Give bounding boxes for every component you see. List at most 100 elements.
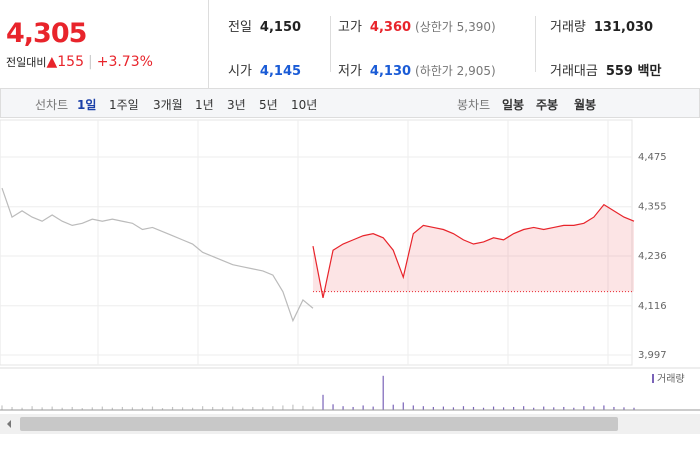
volume-bar (573, 407, 575, 410)
y-tick-label: 4,355 (638, 202, 667, 213)
volume-bar (171, 406, 174, 410)
item-label: 시가 (228, 64, 252, 79)
tab[interactable]: 10년 (291, 98, 318, 112)
volume-bar (372, 406, 374, 410)
item-value: 131,030 (593, 20, 654, 35)
volume-bar (302, 405, 304, 410)
tab[interactable]: 월봉 (574, 98, 597, 112)
volume-bar (472, 406, 475, 410)
volume-bar (553, 407, 555, 410)
tab[interactable]: 1주일 (109, 98, 139, 112)
plot-frame (0, 119, 633, 366)
price-line (312, 203, 635, 299)
volume-bar (71, 406, 73, 410)
volume-bar (11, 406, 13, 410)
volume-bar (81, 408, 83, 410)
volume-bar (633, 407, 635, 410)
volume-bar (563, 406, 565, 410)
volume-bar (111, 407, 113, 410)
tab[interactable]: 일봉 (502, 98, 525, 112)
volume-bar (181, 407, 184, 410)
volume-bar (192, 407, 194, 410)
volume-bar (292, 404, 294, 410)
item-label: 거래대금 (550, 64, 598, 79)
volume-bar (593, 406, 595, 410)
volume-bar (492, 406, 495, 410)
volume-legend: 거래량 (657, 373, 685, 385)
tab-group-label: 선차트 (35, 98, 69, 112)
item-value: 559 백만 (605, 64, 662, 79)
tab[interactable]: 1년 (195, 98, 214, 112)
volume-bar (41, 407, 43, 410)
summary: 4,305 전일대비▲155 | +3.73% 전일 4,150 고가 4,360 (상한가… (0, 0, 700, 89)
tab[interactable]: 5년 (259, 98, 278, 112)
volume-bar (31, 406, 33, 410)
tab[interactable]: 3년 (227, 98, 246, 112)
rate: +3.73% (96, 54, 153, 70)
volume-legend-icon (652, 374, 654, 383)
volume-bar (623, 407, 625, 410)
price: 4,305 (6, 18, 87, 49)
item-label: 전일 (228, 20, 252, 35)
volume-bar (61, 407, 63, 410)
volume-bar (232, 406, 234, 410)
volume-bar (322, 394, 324, 410)
price-box: 4,305 전일대비▲155 | +3.73% (0, 0, 209, 88)
volume-bar (272, 406, 274, 410)
volume-bar (222, 407, 224, 410)
volume-bar (352, 406, 354, 410)
area (312, 204, 634, 298)
volume-bar (432, 406, 434, 410)
volume-bar (513, 406, 515, 410)
volume-bar (452, 407, 455, 410)
volume-bar (482, 407, 485, 410)
summary-item: 거래량 131,030 (550, 16, 653, 35)
scroll-left (7, 420, 11, 428)
summary-item: 저가 4,130 (하한가 2,905) (338, 60, 496, 79)
volume-bar (151, 406, 154, 410)
volume-bar (362, 405, 364, 410)
volume-bar (543, 406, 545, 410)
volume-bar (332, 404, 334, 410)
volume-bar (282, 405, 284, 410)
volume-bar (91, 407, 93, 410)
volume-bar (442, 406, 444, 410)
volume-bar (121, 406, 123, 410)
volume-bar (533, 407, 535, 410)
tab[interactable]: 1일 (77, 98, 97, 112)
volume-bar (392, 404, 394, 410)
y-tick-label: 4,116 (638, 301, 667, 312)
y-tick-label: 4,475 (638, 152, 667, 163)
tab-bar: 선차트 1일 1주일 3개월 1년 3년 5년 10년 봉차트 일봉 주봉 월봉 (0, 89, 700, 118)
change-label: 전일대비 (6, 56, 47, 69)
volume-bar (523, 406, 525, 410)
volume-bar (422, 406, 424, 410)
summary-item: 전일 4,150 (228, 16, 301, 35)
item-note: (상한가 5,390) (415, 20, 496, 34)
volume-bar (402, 402, 404, 410)
volume-bar (603, 405, 605, 410)
tab[interactable]: 주봉 (536, 98, 559, 112)
tab[interactable]: 3개월 (153, 98, 183, 112)
volume-bar (252, 406, 254, 410)
volume-bar (1, 405, 3, 410)
chart: 4,475 4,355 4,236 4,116 3,997 거래량 (0, 119, 700, 434)
change: 전일대비▲155 | +3.73% (6, 54, 153, 70)
tab-group-label: 봉차트 (457, 98, 491, 112)
divider (535, 16, 536, 72)
summary-item: 거래대금 559 백만 (550, 60, 661, 79)
volume-bar (51, 406, 53, 410)
separator: | (88, 54, 93, 70)
volume-bar (131, 407, 134, 410)
volume-bar (212, 406, 214, 410)
volume-bar (613, 406, 615, 410)
volume-bar (312, 406, 314, 410)
item-label: 저가 (338, 64, 362, 79)
up-icon: ▲ (46, 54, 58, 70)
volume-bar (21, 407, 23, 410)
volume-bar (412, 405, 414, 410)
y-tick-label: 3,997 (638, 350, 667, 361)
summary-item: 시가 4,145 (228, 60, 301, 79)
volume-bar (502, 407, 505, 410)
